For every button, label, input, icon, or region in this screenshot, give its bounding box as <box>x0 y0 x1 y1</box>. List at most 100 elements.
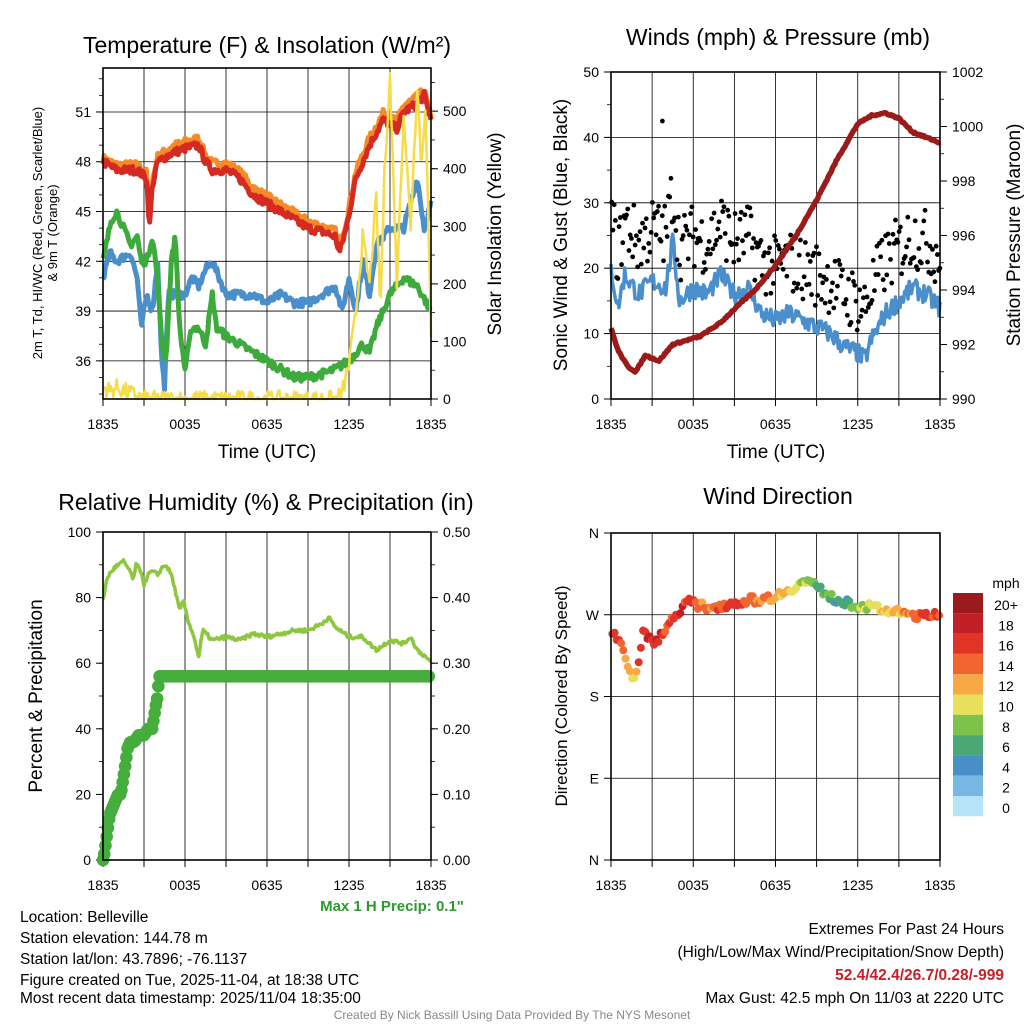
gust-point <box>662 203 668 209</box>
gust-point <box>794 285 800 291</box>
wind-direction-point <box>610 628 619 637</box>
series-station-pressure <box>608 110 942 375</box>
gust-point <box>683 223 689 229</box>
solar-y-axis-label: Solar Insolation (Yellow) <box>485 132 506 335</box>
gust-point <box>839 267 845 273</box>
right-y-tick-label: 400 <box>443 161 467 177</box>
left-y-tick-label: 80 <box>75 590 91 606</box>
gust-point <box>654 209 660 214</box>
gust-point <box>746 231 752 237</box>
gust-point <box>811 250 817 256</box>
humidity-chart-title: Relative Humidity (%) & Precipitation (i… <box>58 489 473 515</box>
gust-point <box>815 293 821 298</box>
gust-point <box>620 240 626 246</box>
gust-point <box>849 270 855 276</box>
gust-point <box>675 214 681 220</box>
gust-point <box>830 280 835 286</box>
gust-point <box>658 238 664 244</box>
gust-point <box>912 218 918 224</box>
gust-point <box>651 215 657 221</box>
gust-point <box>687 232 692 238</box>
gust-point <box>648 229 654 235</box>
gust-point <box>663 224 669 230</box>
gust-point <box>741 250 747 256</box>
gust-point <box>690 234 696 240</box>
gust-point <box>768 290 774 296</box>
gust-point <box>716 219 722 225</box>
left-y-tick-label: 40 <box>583 129 599 145</box>
right-y-tick-label: 990 <box>952 391 976 407</box>
x-tick-label: 0635 <box>251 416 282 432</box>
humidity-y-axis-label: Percent & Precipitation <box>26 599 47 792</box>
series-2m-t <box>100 88 434 254</box>
gust-point <box>790 288 796 294</box>
plots: 1835 0035 0635 1235 183536394245485101002003… <box>68 64 1018 893</box>
left-y-tick-label: 10 <box>583 326 599 342</box>
gust-point <box>763 291 769 297</box>
gust-point <box>626 248 632 253</box>
legend-label: 4 <box>1002 759 1010 775</box>
gust-point <box>653 232 659 238</box>
x-tick-label: 0635 <box>251 877 282 893</box>
legend-label: 6 <box>1002 739 1010 755</box>
wind-direction-point <box>661 627 670 636</box>
wind-direction-point <box>619 646 628 655</box>
gust-point <box>625 206 631 212</box>
gust-point <box>822 300 828 306</box>
gust-point <box>633 233 639 239</box>
pressure-y-axis-label: Station Pressure (Maroon) <box>1004 124 1024 347</box>
x-tick-label: 1835 <box>415 416 446 432</box>
precip-point <box>152 679 165 693</box>
left-y-tick-label: 51 <box>75 104 91 120</box>
speed-legend-title: mph <box>992 575 1019 591</box>
gust-point <box>664 234 670 239</box>
temperature-chart-title: Temperature (F) & Insolation (W/m²) <box>83 32 451 58</box>
gust-point <box>694 240 700 246</box>
gust-point <box>682 212 687 218</box>
wind-direction-point <box>654 637 663 646</box>
credit-line: Created By Nick Bassill Using Data Provi… <box>334 1008 691 1022</box>
gust-point <box>672 215 678 221</box>
gust-point <box>857 287 863 293</box>
left-y-tick-label: 0 <box>591 391 599 407</box>
gust-point <box>749 245 755 251</box>
wind-y-axis-label: Sonic Wind & Gust (Blue, Black) <box>551 99 572 371</box>
legend-label: 12 <box>998 678 1014 694</box>
left-y-tick-label: 60 <box>75 655 91 671</box>
x-tick-label: 0035 <box>678 877 709 893</box>
gust-point <box>835 283 840 289</box>
x-tick-label: 1835 <box>87 416 118 432</box>
x-tick-label: 1835 <box>924 416 955 432</box>
gust-point <box>860 295 866 301</box>
wind-direction-point <box>617 639 626 648</box>
gust-point <box>635 264 640 270</box>
right-y-tick-label: 0.50 <box>443 524 470 540</box>
left-y-tick-label: 20 <box>75 786 91 802</box>
gust-point <box>878 254 884 260</box>
gust-point <box>641 245 647 251</box>
left-y-tick-label: N <box>589 852 599 868</box>
right-y-tick-label: 0 <box>443 391 451 407</box>
left-y-tick-label: 39 <box>75 303 91 319</box>
extremes-values: 52.4/42.4/26.7/0.28/-999 <box>835 967 1004 984</box>
gust-point <box>852 282 858 288</box>
gust-point <box>890 231 896 237</box>
gust-point <box>848 319 854 325</box>
gust-point <box>923 240 929 246</box>
gust-point <box>732 211 738 216</box>
gust-point <box>823 277 829 282</box>
footer-location: Location: Belleville <box>20 909 148 926</box>
gust-point <box>851 278 856 284</box>
legend-label: 18 <box>998 617 1014 633</box>
gust-point <box>748 213 754 219</box>
gust-point <box>616 224 622 230</box>
gust-point <box>780 266 786 272</box>
gust-point <box>667 194 673 200</box>
x-tick-label: 1235 <box>842 877 873 893</box>
gust-point <box>715 226 721 232</box>
legend-swatch <box>953 755 983 776</box>
gust-point <box>814 244 819 250</box>
gust-point <box>843 297 849 302</box>
legend-label: 0 <box>1002 800 1010 816</box>
left-y-tick-label: W <box>586 607 600 623</box>
